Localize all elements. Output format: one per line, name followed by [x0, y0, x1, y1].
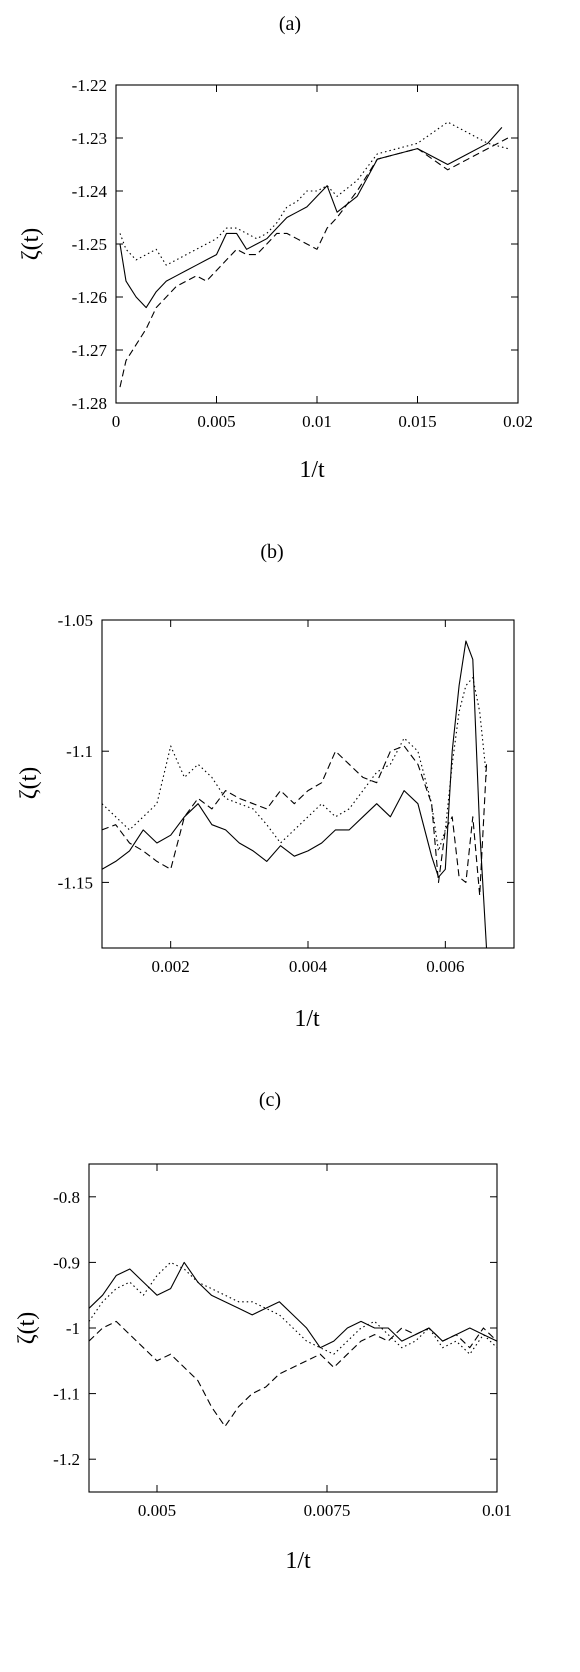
panel-a-plot-frame	[115, 84, 519, 404]
panel-b-xtick-label: 0.006	[426, 957, 464, 976]
panel-a-series-dotted-line	[119, 121, 509, 266]
panel-a: (a) 0 0.005 0.01 0.015 0.02 -1.28 -1.27 -1.26 -1…	[18, 13, 533, 483]
panel-c-ylabel: ζ(t)	[14, 1312, 40, 1345]
panel-b-series-solid-line	[102, 640, 488, 948]
panel-a-ytick-label: -1.25	[72, 235, 107, 254]
panel-b-series-dotted-line	[102, 677, 488, 852]
panel-a-ytick-label: -1.22	[72, 76, 107, 95]
panel-c-series-dashed-line	[89, 1320, 497, 1427]
panel-a-series-solid-line	[119, 127, 503, 309]
panel-a-xlabel: 1/t	[299, 457, 325, 483]
panel-b-ytick-label: -1.15	[58, 873, 93, 892]
panel-b-label: (b)	[260, 541, 283, 563]
panel-b-xtick-label: 0.004	[289, 957, 328, 976]
panel-a-ytick-label: -1.24	[72, 182, 108, 201]
panel-a-ytick-label: -1.23	[72, 129, 107, 148]
panel-a-series-dashed-line	[119, 137, 509, 388]
panel-a-series	[119, 121, 509, 388]
panel-a-xtick-label: 0.005	[197, 412, 235, 431]
panel-c-xlabel: 1/t	[285, 1548, 311, 1574]
panel-c-xtick-label: 0.0075	[304, 1501, 351, 1520]
panel-b-xlabel: 1/t	[294, 1006, 320, 1032]
panel-a-xtick-label: 0.015	[398, 412, 436, 431]
panel-b-series	[102, 640, 488, 948]
panel-a-label: (a)	[279, 13, 301, 35]
panel-a-xtick-label: 0.01	[302, 412, 332, 431]
panel-a-xtick-label: 0	[112, 412, 121, 431]
panel-b-ticks: 0.002 0.004 0.006 -1.15 -1.1 -1.05	[58, 611, 514, 976]
panel-b-ytick-label: -1.1	[66, 742, 93, 761]
panel-c-xtick-label: 0.005	[138, 1501, 176, 1520]
panel-c-ytick-label: -1	[66, 1319, 80, 1338]
panel-c-ytick-label: -0.9	[53, 1253, 80, 1272]
panel-a-ytick-label: -1.26	[72, 288, 107, 307]
panel-c-ytick-label: -1.1	[53, 1385, 80, 1404]
panel-b-series-dashed-line	[102, 745, 488, 897]
panel-c-series-dotted-line	[89, 1261, 497, 1355]
panel-a-ytick-label: -1.27	[72, 341, 108, 360]
panel-a-ylabel: ζ(t)	[18, 228, 44, 261]
panel-a-ytick-label: -1.28	[72, 394, 107, 413]
panel-b-ytick-label: -1.05	[58, 611, 93, 630]
panel-b-xtick-label: 0.002	[152, 957, 190, 976]
panel-c-xtick-label: 0.01	[482, 1501, 512, 1520]
panel-c: (c) 0.005 0.0075 0.01 -1.2 -1.1 -1 -0.9 -0.8 1/…	[14, 1089, 512, 1574]
panel-b-plot-frame	[101, 619, 515, 949]
panel-c-series	[89, 1261, 497, 1427]
panel-a-ticks: 0 0.005 0.01 0.015 0.02 -1.28 -1.27 -1.26 -1.25 -…	[72, 76, 533, 431]
panel-c-ytick-label: -1.2	[53, 1450, 80, 1469]
panel-c-ytick-label: -0.8	[53, 1188, 80, 1207]
panel-b: (b) 0.002 0.004 0.006 -1.15 -1.1 -1.05 1/t ζ(…	[16, 541, 515, 1032]
panel-c-ticks: 0.005 0.0075 0.01 -1.2 -1.1 -1 -0.9 -0.8	[53, 1164, 512, 1520]
panel-a-xtick-label: 0.02	[503, 412, 533, 431]
panel-c-label: (c)	[259, 1089, 281, 1111]
panel-b-ylabel: ζ(t)	[16, 767, 42, 800]
